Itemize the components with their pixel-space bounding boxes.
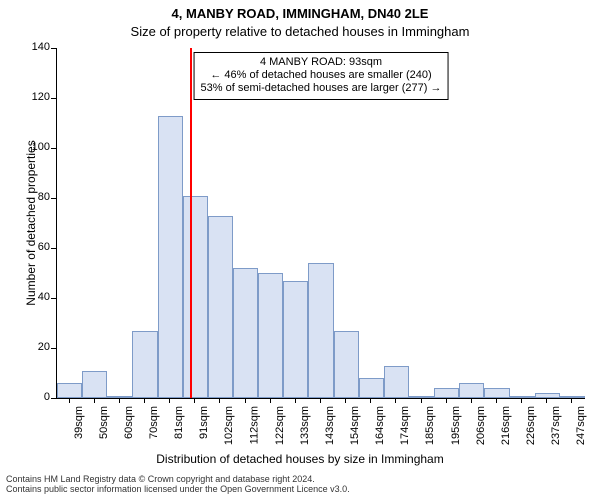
- x-tick-mark: [496, 398, 497, 403]
- x-tick-mark: [119, 398, 120, 403]
- histogram-bar: [233, 268, 258, 398]
- x-tick-mark: [219, 398, 220, 403]
- histogram-bar: [158, 116, 183, 399]
- annotation-line-1: 4 MANBY ROAD: 93sqm: [201, 56, 442, 69]
- x-tick-mark: [94, 398, 95, 403]
- x-tick-label: 70sqm: [148, 406, 160, 439]
- y-tick-mark: [51, 398, 56, 399]
- x-tick-mark: [521, 398, 522, 403]
- histogram-bar: [359, 378, 384, 398]
- chart-title-sub: Size of property relative to detached ho…: [0, 24, 600, 39]
- x-tick-mark: [169, 398, 170, 403]
- x-tick-mark: [571, 398, 572, 403]
- annotation-line-2: ← 46% of detached houses are smaller (24…: [201, 69, 442, 82]
- x-tick-mark: [245, 398, 246, 403]
- histogram-bar: [459, 383, 484, 398]
- x-tick-mark: [395, 398, 396, 403]
- x-tick-label: 60sqm: [123, 406, 135, 439]
- chart-title-main: 4, MANBY ROAD, IMMINGHAM, DN40 2LE: [0, 6, 600, 21]
- x-tick-label: 91sqm: [198, 406, 210, 439]
- x-tick-mark: [370, 398, 371, 403]
- x-tick-mark: [446, 398, 447, 403]
- histogram-bar: [107, 396, 132, 399]
- footer-line-2: Contains public sector information licen…: [6, 484, 350, 494]
- marker-annotation: 4 MANBY ROAD: 93sqm ← 46% of detached ho…: [194, 52, 449, 100]
- y-tick-label: 100: [20, 141, 50, 153]
- x-tick-label: 185sqm: [425, 406, 437, 445]
- x-tick-label: 216sqm: [500, 406, 512, 445]
- x-tick-label: 174sqm: [399, 406, 411, 445]
- histogram-bar: [57, 383, 82, 398]
- y-tick-mark: [51, 98, 56, 99]
- x-tick-mark: [546, 398, 547, 403]
- y-tick-mark: [51, 348, 56, 349]
- histogram-bar: [258, 273, 283, 398]
- footer-line-1: Contains HM Land Registry data © Crown c…: [6, 474, 350, 484]
- histogram-bar: [334, 331, 359, 399]
- x-tick-mark: [295, 398, 296, 403]
- plot-area: 4 MANBY ROAD: 93sqm ← 46% of detached ho…: [56, 48, 585, 399]
- x-tick-label: 50sqm: [98, 406, 110, 439]
- x-tick-mark: [345, 398, 346, 403]
- x-tick-mark: [421, 398, 422, 403]
- histogram-bar: [308, 263, 333, 398]
- histogram-bar: [434, 388, 459, 398]
- x-tick-mark: [471, 398, 472, 403]
- y-tick-label: 120: [20, 91, 50, 103]
- x-tick-label: 247sqm: [575, 406, 587, 445]
- histogram-bar: [132, 331, 157, 399]
- x-tick-label: 102sqm: [223, 406, 235, 445]
- x-tick-mark: [270, 398, 271, 403]
- footer-attribution: Contains HM Land Registry data © Crown c…: [6, 474, 350, 495]
- x-tick-mark: [144, 398, 145, 403]
- y-tick-label: 40: [20, 291, 50, 303]
- y-tick-mark: [51, 248, 56, 249]
- y-tick-mark: [51, 198, 56, 199]
- x-tick-label: 122sqm: [274, 406, 286, 445]
- x-axis-label: Distribution of detached houses by size …: [0, 452, 600, 466]
- y-tick-label: 80: [20, 191, 50, 203]
- x-tick-mark: [320, 398, 321, 403]
- histogram-bar: [208, 216, 233, 399]
- histogram-bar: [82, 371, 107, 399]
- x-tick-label: 81sqm: [173, 406, 185, 439]
- y-tick-label: 0: [20, 391, 50, 403]
- x-tick-label: 195sqm: [450, 406, 462, 445]
- histogram-bar: [283, 281, 308, 399]
- x-tick-label: 206sqm: [475, 406, 487, 445]
- y-tick-label: 20: [20, 341, 50, 353]
- x-tick-label: 226sqm: [525, 406, 537, 445]
- x-tick-label: 164sqm: [374, 406, 386, 445]
- x-tick-label: 112sqm: [249, 406, 261, 444]
- annotation-line-3: 53% of semi-detached houses are larger (…: [201, 82, 442, 95]
- property-marker-line: [190, 48, 192, 398]
- x-tick-mark: [194, 398, 195, 403]
- x-tick-label: 237sqm: [550, 406, 562, 445]
- x-tick-label: 143sqm: [324, 406, 336, 445]
- x-tick-label: 39sqm: [73, 406, 85, 439]
- histogram-bar: [484, 388, 509, 398]
- histogram-bar: [183, 196, 208, 399]
- x-tick-mark: [69, 398, 70, 403]
- y-tick-label: 60: [20, 241, 50, 253]
- y-tick-mark: [51, 148, 56, 149]
- chart-container: 4, MANBY ROAD, IMMINGHAM, DN40 2LE Size …: [0, 0, 600, 500]
- y-tick-mark: [51, 298, 56, 299]
- histogram-bar: [384, 366, 409, 399]
- x-tick-label: 133sqm: [299, 406, 311, 445]
- y-tick-mark: [51, 48, 56, 49]
- y-tick-label: 140: [20, 41, 50, 53]
- histogram-bar: [409, 396, 434, 399]
- x-tick-label: 154sqm: [349, 406, 361, 445]
